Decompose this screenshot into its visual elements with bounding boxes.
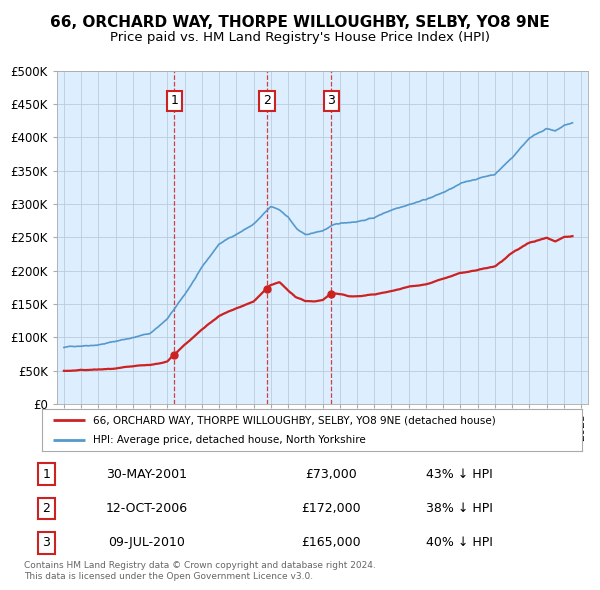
Text: 66, ORCHARD WAY, THORPE WILLOUGHBY, SELBY, YO8 9NE: 66, ORCHARD WAY, THORPE WILLOUGHBY, SELB… bbox=[50, 15, 550, 30]
Text: 09-JUL-2010: 09-JUL-2010 bbox=[109, 536, 185, 549]
Text: 2: 2 bbox=[43, 502, 50, 515]
Text: This data is licensed under the Open Government Licence v3.0.: This data is licensed under the Open Gov… bbox=[24, 572, 313, 581]
Text: 30-MAY-2001: 30-MAY-2001 bbox=[106, 468, 187, 481]
Text: 38% ↓ HPI: 38% ↓ HPI bbox=[426, 502, 493, 515]
Text: 66, ORCHARD WAY, THORPE WILLOUGHBY, SELBY, YO8 9NE (detached house): 66, ORCHARD WAY, THORPE WILLOUGHBY, SELB… bbox=[94, 415, 496, 425]
Text: £165,000: £165,000 bbox=[301, 536, 361, 549]
Text: Contains HM Land Registry data © Crown copyright and database right 2024.: Contains HM Land Registry data © Crown c… bbox=[24, 560, 376, 569]
Text: 3: 3 bbox=[43, 536, 50, 549]
Text: 2: 2 bbox=[263, 94, 271, 107]
Text: 1: 1 bbox=[170, 94, 178, 107]
Text: Price paid vs. HM Land Registry's House Price Index (HPI): Price paid vs. HM Land Registry's House … bbox=[110, 31, 490, 44]
Text: 3: 3 bbox=[328, 94, 335, 107]
Text: £73,000: £73,000 bbox=[305, 468, 357, 481]
Text: 43% ↓ HPI: 43% ↓ HPI bbox=[426, 468, 493, 481]
Text: £172,000: £172,000 bbox=[301, 502, 361, 515]
Text: HPI: Average price, detached house, North Yorkshire: HPI: Average price, detached house, Nort… bbox=[94, 435, 366, 445]
Text: 40% ↓ HPI: 40% ↓ HPI bbox=[426, 536, 493, 549]
Text: 12-OCT-2006: 12-OCT-2006 bbox=[106, 502, 188, 515]
Text: 1: 1 bbox=[43, 468, 50, 481]
